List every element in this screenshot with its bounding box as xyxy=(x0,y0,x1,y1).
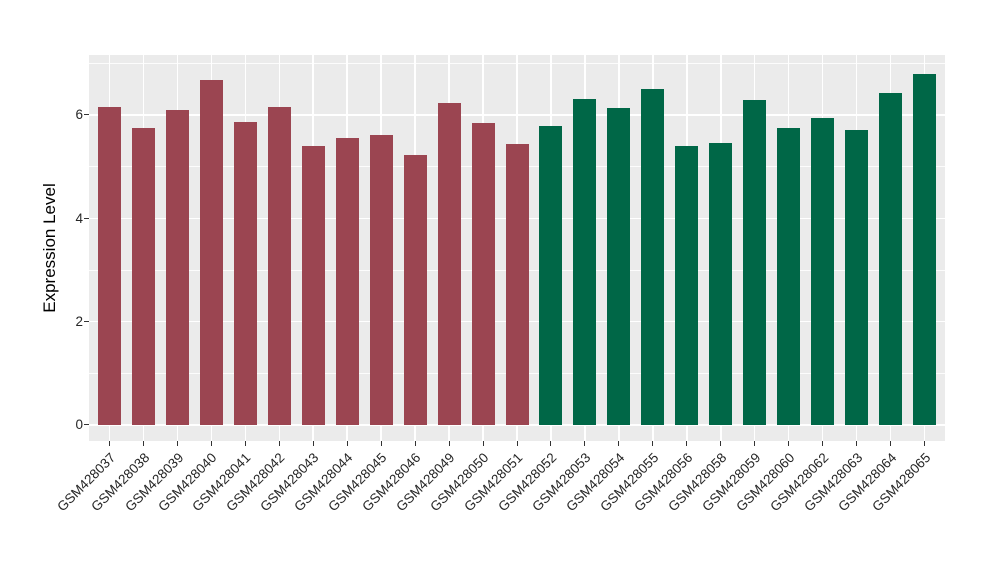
y-axis-title: Expression Level xyxy=(40,183,59,313)
bar-GSM428055 xyxy=(641,89,665,425)
x-tick xyxy=(788,441,790,446)
bar-GSM428043 xyxy=(301,145,325,425)
x-tick xyxy=(278,441,280,446)
bar-GSM428037 xyxy=(97,107,121,425)
bar-GSM428051 xyxy=(505,143,529,425)
x-tick xyxy=(346,441,348,446)
x-tick xyxy=(686,441,688,446)
x-tick xyxy=(652,441,654,446)
x-tick xyxy=(482,441,484,446)
bar-GSM428059 xyxy=(743,99,767,425)
bar-GSM428053 xyxy=(573,99,597,425)
bar-GSM428040 xyxy=(199,79,223,425)
x-tick xyxy=(550,441,552,446)
x-tick xyxy=(618,441,620,446)
bar-GSM428065 xyxy=(913,74,937,425)
x-tick xyxy=(822,441,824,446)
bar-GSM428063 xyxy=(845,129,869,425)
bar-GSM428038 xyxy=(131,127,155,425)
plot-panel xyxy=(89,55,945,441)
x-tick xyxy=(244,441,246,446)
x-tick xyxy=(448,441,450,446)
bar-GSM428042 xyxy=(267,107,291,425)
x-tick xyxy=(516,441,518,446)
x-tick xyxy=(890,441,892,446)
x-tick xyxy=(142,441,144,446)
x-tick xyxy=(720,441,722,446)
y-tick xyxy=(84,424,89,426)
bar-GSM428049 xyxy=(437,102,461,425)
x-tick xyxy=(176,441,178,446)
y-tick xyxy=(84,114,89,116)
bar-GSM428046 xyxy=(403,154,427,425)
bar-GSM428064 xyxy=(879,92,903,425)
bar-GSM428045 xyxy=(369,134,393,425)
x-tick xyxy=(856,441,858,446)
y-tick-label: 6 xyxy=(75,107,83,123)
x-tick xyxy=(414,441,416,446)
y-tick-label: 2 xyxy=(75,314,83,330)
x-tick xyxy=(380,441,382,446)
bar-GSM428060 xyxy=(777,128,801,425)
bar-GSM428062 xyxy=(811,117,835,425)
bar-GSM428044 xyxy=(335,137,359,425)
x-tick xyxy=(924,441,926,446)
x-tick xyxy=(584,441,586,446)
bar-GSM428041 xyxy=(233,122,257,425)
bar-GSM428054 xyxy=(607,107,631,425)
bar-GSM428056 xyxy=(675,145,699,425)
x-tick xyxy=(108,441,110,446)
y-tick-label: 0 xyxy=(75,417,83,433)
y-tick xyxy=(84,217,89,219)
bar-GSM428039 xyxy=(165,110,189,425)
bar-GSM428052 xyxy=(539,125,563,425)
y-tick-label: 4 xyxy=(75,210,83,226)
bar-GSM428050 xyxy=(471,123,495,425)
x-tick xyxy=(210,441,212,446)
bar-GSM428058 xyxy=(709,142,733,425)
x-tick xyxy=(312,441,314,446)
x-tick xyxy=(754,441,756,446)
y-tick xyxy=(84,321,89,323)
